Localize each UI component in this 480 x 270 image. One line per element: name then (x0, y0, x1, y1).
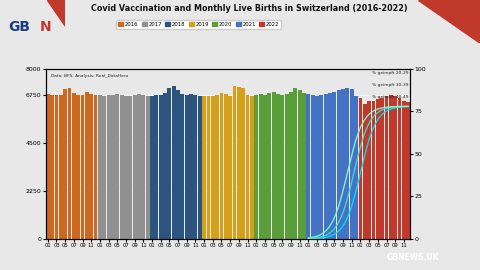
Text: % geimpft 30-39: % geimpft 30-39 (372, 83, 408, 87)
Bar (124, 96, 128, 239)
Text: N: N (40, 20, 52, 34)
Bar (406, 102, 410, 239)
Bar (372, 101, 375, 239)
Bar (85, 92, 89, 239)
Bar (224, 94, 228, 239)
Bar (337, 90, 341, 239)
Bar (324, 94, 328, 239)
Bar (293, 88, 297, 239)
Bar (55, 95, 59, 239)
Text: Data: BFS; Analysis: Real_DataHero: Data: BFS; Analysis: Real_DataHero (51, 74, 128, 78)
Text: Covid Vaccination and Monthly Live Births in Switzerland (2016-2022): Covid Vaccination and Monthly Live Birth… (91, 4, 408, 13)
Bar (202, 96, 206, 239)
Bar (228, 96, 232, 239)
Bar (359, 98, 362, 239)
Bar (81, 95, 84, 239)
Bar (302, 93, 306, 239)
Bar (384, 96, 388, 239)
Bar (376, 99, 380, 239)
Bar (107, 95, 110, 239)
Bar (285, 94, 288, 239)
Bar (289, 92, 293, 239)
Bar (76, 95, 80, 239)
Bar (259, 94, 263, 239)
Bar (68, 88, 72, 239)
Bar (250, 96, 254, 239)
Bar (276, 94, 280, 239)
Bar (198, 96, 202, 239)
Bar (137, 94, 141, 239)
Bar (159, 95, 163, 239)
Bar (393, 96, 397, 239)
Bar (98, 95, 102, 239)
Bar (215, 95, 219, 239)
Bar (333, 92, 336, 239)
Bar (150, 96, 154, 239)
Bar (341, 89, 345, 239)
Bar (311, 95, 314, 239)
Bar (237, 87, 241, 239)
Bar (232, 86, 237, 239)
Bar (346, 88, 349, 239)
Bar (59, 95, 63, 239)
Bar (319, 95, 324, 239)
Polygon shape (418, 0, 480, 43)
Bar (354, 96, 358, 239)
Bar (306, 94, 310, 239)
Bar (241, 88, 245, 239)
Bar (102, 96, 106, 239)
Bar (115, 94, 119, 239)
Bar (397, 98, 401, 239)
Text: % geimpft 40-49: % geimpft 40-49 (372, 95, 408, 99)
Bar (180, 94, 184, 239)
Bar (120, 95, 123, 239)
Bar (402, 100, 406, 239)
Bar (50, 95, 54, 239)
Legend: 2016, 2017, 2018, 2019, 2020, 2021, 2022: 2016, 2017, 2018, 2019, 2020, 2021, 2022 (117, 21, 281, 29)
Bar (193, 95, 197, 239)
Bar (380, 98, 384, 239)
Polygon shape (47, 0, 65, 26)
Bar (219, 93, 223, 239)
Bar (246, 95, 250, 239)
Bar (168, 88, 171, 239)
Bar (350, 89, 354, 239)
Bar (189, 94, 193, 239)
Text: GB: GB (8, 20, 30, 34)
Bar (172, 86, 176, 239)
Bar (89, 94, 93, 239)
Bar (46, 94, 50, 239)
Bar (141, 95, 145, 239)
Bar (280, 95, 284, 239)
Bar (176, 90, 180, 239)
Bar (146, 96, 150, 239)
Text: GBNEWS.UK: GBNEWS.UK (386, 253, 439, 262)
Bar (267, 93, 271, 239)
Bar (263, 95, 267, 239)
Bar (185, 95, 189, 239)
Bar (72, 93, 76, 239)
Bar (254, 95, 258, 239)
Bar (63, 89, 67, 239)
Bar (128, 96, 132, 239)
Bar (367, 101, 371, 239)
Bar (363, 104, 367, 239)
Bar (389, 95, 393, 239)
Bar (272, 92, 276, 239)
Bar (328, 93, 332, 239)
Bar (155, 94, 158, 239)
Bar (206, 96, 210, 239)
Bar (94, 95, 97, 239)
Bar (111, 95, 115, 239)
Bar (315, 96, 319, 239)
Bar (211, 96, 215, 239)
Bar (132, 95, 137, 239)
Bar (298, 90, 301, 239)
Bar (163, 93, 167, 239)
Text: % geimpft 20-29: % geimpft 20-29 (372, 71, 408, 75)
